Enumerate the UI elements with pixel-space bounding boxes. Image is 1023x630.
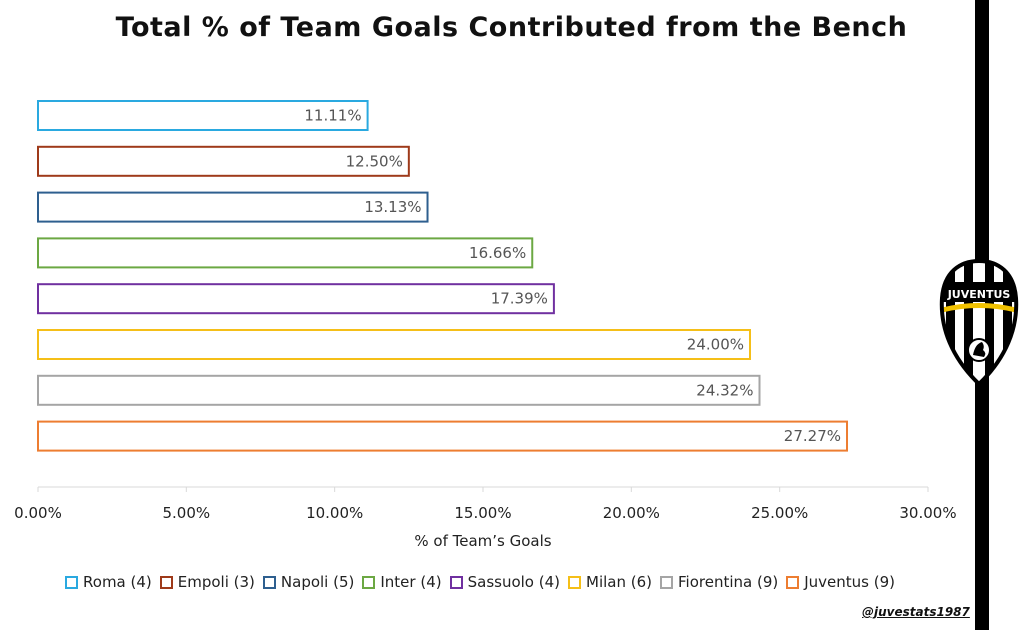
bar-value-label: 17.39% bbox=[491, 290, 548, 308]
bar-juventus bbox=[37, 420, 849, 452]
legend-item: Napoli (5) bbox=[262, 573, 355, 591]
legend-label: Fiorentina (9) bbox=[678, 573, 779, 591]
legend-swatch bbox=[660, 575, 673, 589]
bar-fiorentina bbox=[37, 374, 761, 406]
x-axis-title: % of Team’s Goals bbox=[414, 532, 551, 550]
bar-napoli bbox=[37, 191, 429, 223]
legend-swatch bbox=[362, 575, 376, 589]
bar-empoli bbox=[37, 145, 410, 177]
legend: Roma (4) Empoli (3) Napoli (5) Inter (4) Sas… bbox=[0, 573, 960, 591]
legend-item: Juventus (9) bbox=[786, 573, 895, 591]
legend-label: Roma (4) bbox=[83, 573, 152, 591]
x-tick-label: 10.00% bbox=[306, 504, 363, 522]
legend-swatch bbox=[568, 575, 581, 589]
badge-text: JUVENTUS bbox=[947, 288, 1011, 301]
bar-value-label: 24.00% bbox=[687, 336, 744, 354]
legend-item: Empoli (3) bbox=[159, 573, 255, 591]
bar-value-label: 13.13% bbox=[364, 198, 421, 216]
chart-title: Total % of Team Goals Contributed from t… bbox=[115, 12, 908, 43]
bar-value-label: 24.32% bbox=[696, 381, 753, 399]
legend-swatch bbox=[65, 575, 79, 589]
bar-inter bbox=[37, 237, 534, 269]
x-tick-label: 30.00% bbox=[899, 504, 956, 522]
x-tick-label: 25.00% bbox=[751, 504, 808, 522]
legend-label: Juventus (9) bbox=[804, 573, 895, 591]
juventus-logo: JUVENTUS bbox=[939, 258, 1019, 387]
x-tick-label: 5.00% bbox=[163, 504, 211, 522]
bar-sassuolo bbox=[37, 283, 555, 315]
bar-roma bbox=[37, 100, 369, 131]
legend-item: Inter (4) bbox=[362, 573, 442, 591]
bars-layer: 11.11% 12.50% 13.13% 16.66% 17.39% 24.00% 24.3… bbox=[37, 100, 849, 452]
bar-chart: 11.11% 12.50% 13.13% 16.66% 17.39% 24.00% 24.3… bbox=[14, 100, 957, 550]
bar-value-label: 12.50% bbox=[346, 152, 403, 170]
legend-label: Milan (6) bbox=[586, 573, 652, 591]
legend-item: Fiorentina (9) bbox=[660, 573, 778, 591]
bar-milan bbox=[37, 329, 751, 360]
legend-item: Milan (6) bbox=[568, 573, 652, 591]
legend-label: Sassuolo (4) bbox=[467, 573, 560, 591]
legend-item: Roma (4) bbox=[65, 573, 152, 591]
legend-label: Napoli (5) bbox=[280, 573, 355, 591]
x-tick-label: 15.00% bbox=[454, 504, 511, 522]
legend-label: Empoli (3) bbox=[177, 573, 255, 591]
x-tick-label: 0.00% bbox=[14, 504, 62, 522]
legend-swatch bbox=[449, 575, 463, 589]
x-axis-ticks: 0.00% 5.00% 10.00% 15.00% 20.00% 25.00% 30.00% bbox=[14, 487, 957, 522]
legend-label: Inter (4) bbox=[380, 573, 442, 591]
legend-swatch bbox=[159, 575, 173, 589]
bar-value-label: 11.11% bbox=[304, 107, 361, 125]
x-tick-label: 20.00% bbox=[603, 504, 660, 522]
bar-value-label: 27.27% bbox=[784, 427, 841, 445]
legend-item: Sassuolo (4) bbox=[449, 573, 560, 591]
legend-swatch bbox=[262, 575, 276, 589]
legend-swatch bbox=[786, 575, 800, 589]
bar-value-label: 16.66% bbox=[469, 244, 526, 262]
credit-handle: @juvestats1987 bbox=[862, 605, 970, 619]
